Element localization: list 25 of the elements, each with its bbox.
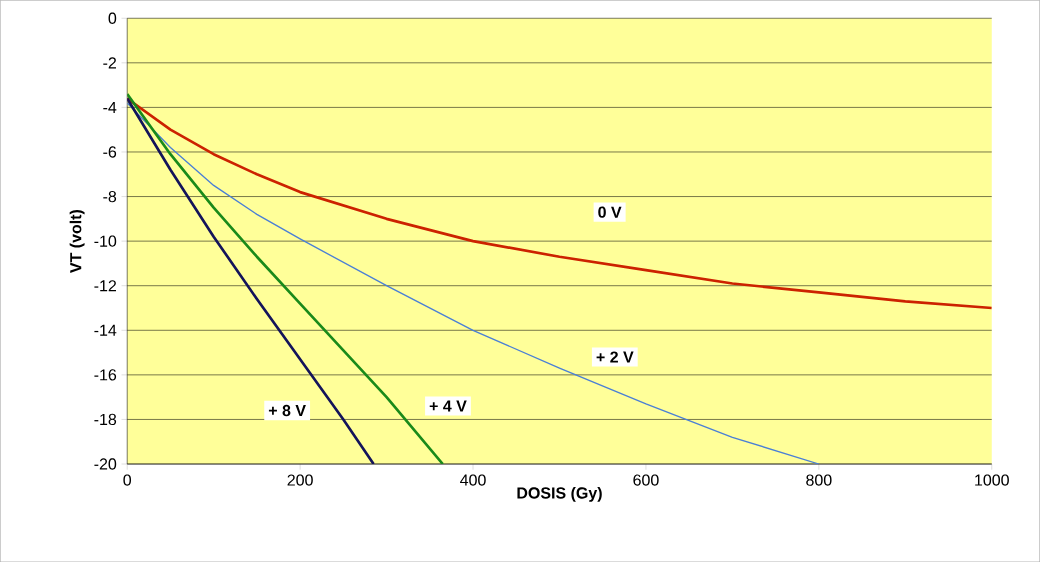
x-axis-title: DOSIS (Gy): [517, 486, 602, 502]
y-tick-label: -2: [103, 57, 117, 69]
text: 0 V: [598, 206, 622, 218]
series-label: + 8 V: [268, 404, 306, 417]
y-tick-label: -6: [103, 146, 117, 158]
y-tick-label: -4: [103, 101, 117, 113]
line-series: [127, 102, 820, 464]
x-tick-label: 600: [633, 474, 659, 486]
y-axis-title: VT (volt): [69, 209, 85, 273]
y-tick-label: -18: [94, 413, 117, 425]
y-tick-label: -16: [94, 369, 117, 381]
x-tick-label: 800: [806, 474, 832, 486]
x-tick-label: 400: [460, 474, 486, 486]
y-tick-label: -10: [94, 235, 117, 247]
y-tick-label: 0: [108, 12, 117, 24]
line-series: [127, 92, 445, 464]
y-tick-label: -12: [94, 280, 116, 292]
series-label: + 4 V: [429, 400, 467, 412]
y-tick-label: -8: [103, 190, 117, 203]
x-tick-label: 0: [123, 474, 132, 486]
series-label: + 2 V: [596, 351, 634, 363]
y-tick-label: -14: [94, 324, 117, 336]
x-tick-label: 200: [287, 474, 313, 486]
x-tick-label: 1000: [975, 474, 1009, 486]
y-tick-label: -20: [94, 458, 117, 470]
